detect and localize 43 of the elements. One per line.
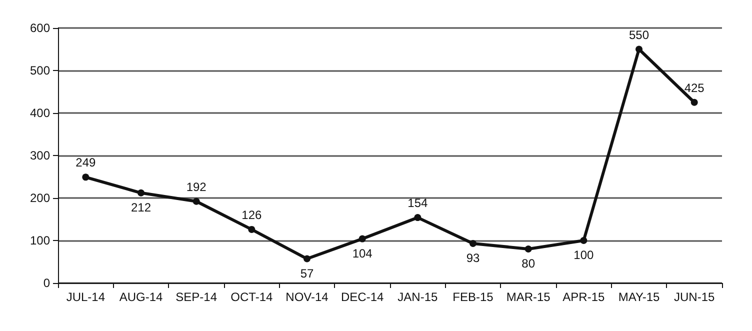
point [248,226,256,233]
y-tick-label: 200 [30,191,50,205]
x-tick-label: SEP-14 [176,290,218,304]
data-label: 425 [684,80,705,95]
data-label: 212 [130,200,152,214]
x-tick-label: MAR-15 [506,290,551,304]
x-tick-label: JUN-15 [674,290,715,304]
point [636,46,642,53]
y-tick-label: 500 [30,64,50,78]
point [138,189,144,196]
data-label: 126 [242,208,262,222]
x-tick-label: AUG-14 [119,290,163,304]
x-tick-label: APR-15 [562,290,605,304]
x-tick-label: JAN-15 [398,290,438,304]
data-label: 550 [628,28,650,42]
point [192,198,200,205]
x-tick-label: JUL-14 [66,290,106,304]
data-label: 57 [300,266,314,280]
point [414,214,422,222]
data-label: 100 [574,248,594,262]
y-tick-label: 100 [30,234,50,248]
y-tick-label: 300 [30,148,50,162]
point [524,246,532,252]
x-tick-label: NOV-14 [286,290,329,304]
x-tick-label: DEC-14 [340,290,384,304]
x-tick-label: MAY-15 [618,290,660,304]
data-label: 80 [522,256,536,270]
point [82,174,90,181]
point [470,240,476,247]
point [358,235,366,242]
data-label: 93 [466,250,480,265]
data-label: 192 [186,180,207,194]
data-label: 154 [408,196,428,210]
y-tick-label: 400 [30,106,50,120]
point [580,237,588,244]
x-tick-label: OCT-14 [230,290,273,304]
point [690,98,698,106]
data-label: 104 [352,246,373,260]
y-tick-label: 0 [43,276,50,290]
y-tick-label: 600 [30,21,50,35]
x-tick-label: FEB-15 [452,290,494,304]
point [304,255,310,262]
data-label: 249 [76,156,96,170]
